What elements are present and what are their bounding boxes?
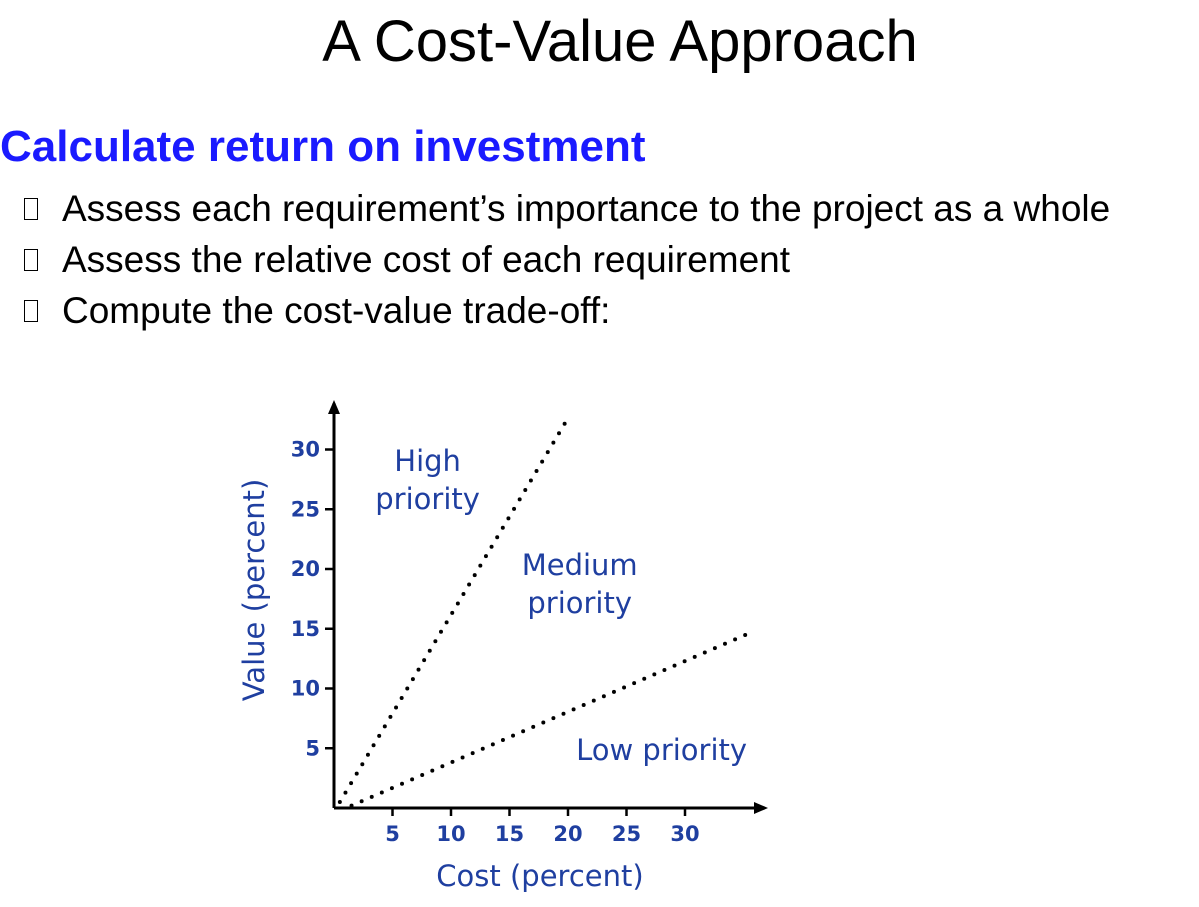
x-tick-label: 25 [612, 822, 641, 846]
section-heading: Calculate return on investment [0, 122, 646, 171]
bullet-box-icon [24, 299, 38, 322]
y-tick-label: 5 [305, 736, 320, 760]
y-tick-label: 25 [291, 497, 320, 521]
y-tick-label: 30 [291, 438, 320, 462]
medium-low-boundary-line [349, 632, 748, 808]
y-tick-label: 15 [291, 617, 320, 641]
y-axis-label: Value (percent) [237, 479, 271, 702]
x-tick-label: 20 [553, 822, 582, 846]
high-priority-label: High [394, 444, 461, 478]
bullet-text: Compute the cost-value trade-off: [62, 289, 611, 331]
high-priority-label: priority [375, 482, 480, 516]
low-priority-label: Low priority [576, 733, 747, 767]
bullet-text: Assess the relative cost of each require… [62, 238, 791, 280]
x-tick-label: 10 [436, 822, 465, 846]
bullet-item-tradeoff: Compute the cost-value trade-off: [20, 285, 1110, 336]
x-tick-label: 5 [385, 822, 400, 846]
bullet-text: Assess each requirement’s importance to … [62, 187, 1111, 229]
high-medium-boundary-line [337, 420, 568, 805]
bullet-item-importance: Assess each requirement’s importance to … [20, 183, 1110, 234]
bullet-list: Assess each requirement’s importance to … [20, 183, 1110, 336]
medium-priority-label: priority [527, 586, 632, 620]
x-tick-label: 30 [670, 822, 699, 846]
x-tick-label: 15 [495, 822, 524, 846]
y-tick-label: 10 [291, 677, 320, 701]
slide-title: A Cost-Value Approach [322, 9, 918, 74]
bullet-item-cost: Assess the relative cost of each require… [20, 234, 1110, 285]
bullet-box-icon [24, 248, 38, 271]
x-axis-label: Cost (percent) [436, 859, 643, 893]
bullet-box-icon [24, 197, 38, 220]
medium-priority-label: Medium [522, 548, 638, 582]
y-tick-label: 20 [291, 557, 320, 581]
